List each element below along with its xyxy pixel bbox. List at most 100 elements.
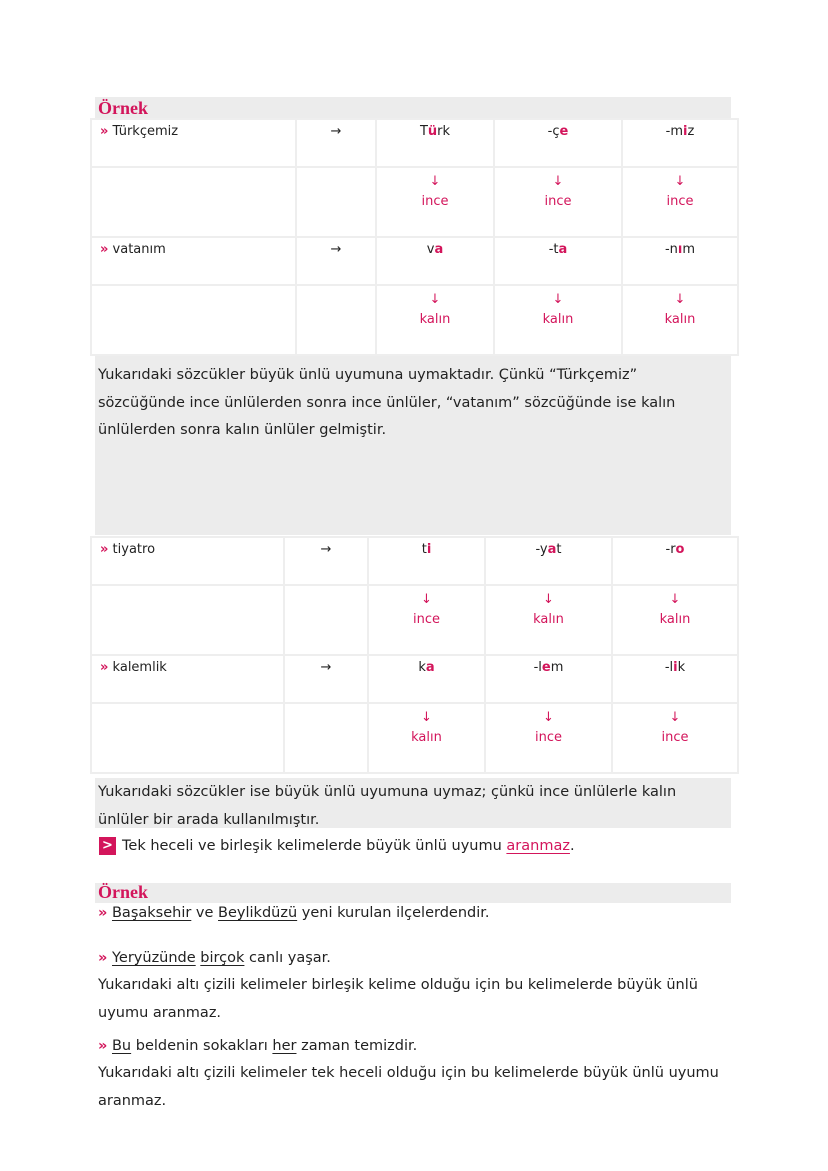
syllable-cell: va [375, 236, 495, 286]
vowel-type-cell: ↓ kalın [367, 702, 486, 774]
word-cell: » tiyatro [90, 536, 285, 586]
syllable-cell: -miz [621, 118, 739, 168]
arrow-right-icon: → [320, 660, 332, 675]
explanation-paragraph-3: Yukarıdaki altı çizili kelimeler birleşi… [98, 977, 698, 1021]
syllable-cell: -çe [493, 118, 623, 168]
bullet: » [100, 660, 109, 675]
vowel-type-cell: ↓ ince [367, 584, 486, 656]
word: kalemlik [112, 660, 167, 675]
syllable-vowel: o [675, 542, 685, 557]
explanation-paragraph-1: Yukarıdaki sözcükler büyük ünlü uyumuna … [98, 367, 676, 438]
syllable-prefix: k [418, 660, 426, 675]
syllable-vowel: e [541, 660, 551, 675]
vowel-type-row: ↓ kalın ↓ ince ↓ ince [90, 702, 739, 774]
syllable-cell: -lik [611, 654, 739, 704]
empty-cell [283, 702, 369, 774]
syllable-cell: ti [367, 536, 486, 586]
bullet: » [100, 542, 109, 557]
note-link-aranmaz: aranmaz [506, 838, 570, 854]
example-line-2: » Yeryüzünde birçok canlı yaşar. [98, 945, 728, 973]
arrow-cell: → [283, 654, 369, 704]
syllable-prefix: -r [665, 542, 676, 557]
example-heading: Örnek [98, 98, 149, 118]
syllable-table-2: » tiyatro → ti -yat -ro ↓ ince ↓ kalın ↓ kalın» ka… [90, 536, 739, 774]
syllable-suffix: m [682, 242, 696, 257]
syllable-vowel: a [425, 660, 435, 675]
vowel-type-cell: ↓ ince [621, 166, 739, 238]
word-cell: » Türkçemiz [90, 118, 297, 168]
syllable-table-1: » Türkçemiz → Türk -çe -miz ↓ ince ↓ ince ↓ ince» … [90, 118, 739, 356]
vowel-type-label: kalın [533, 612, 564, 627]
explanation-paragraph-4: Yukarıdaki altı çizili kelimeler tek hec… [98, 1065, 719, 1109]
text: beldenin sokakları [131, 1038, 273, 1054]
arrow-down-icon: ↓ [421, 710, 432, 725]
bullet: » [98, 950, 108, 966]
bullet: » [98, 1038, 108, 1054]
syllable-prefix: -ç [547, 124, 560, 139]
syllable-prefix: -l [533, 660, 542, 675]
syllable-vowel: a [547, 542, 557, 557]
word: vatanım [112, 242, 166, 257]
bullet: » [100, 124, 109, 139]
vowel-type-label: ince [661, 730, 689, 745]
syllable-cell: -lem [484, 654, 613, 704]
vowel-type-cell: ↓ kalın [375, 284, 495, 356]
vowel-type-cell: ↓ ince [484, 702, 613, 774]
syllable-prefix: -t [548, 242, 559, 257]
vowel-type-cell: ↓ kalın [621, 284, 739, 356]
arrow-cell: → [295, 236, 377, 286]
arrow-down-icon: ↓ [543, 710, 554, 725]
underlined-word: Bu [111, 1038, 132, 1054]
underlined-word: birçok [200, 950, 245, 966]
syllable-cell: Türk [375, 118, 495, 168]
note-end: . [569, 838, 575, 854]
empty-cell [295, 166, 377, 238]
bullet: » [98, 905, 108, 921]
empty-cell [90, 584, 285, 656]
explanation-paragraph-2: Yukarıdaki sözcükler ise büyük ünlü uyum… [98, 784, 677, 828]
word: tiyatro [112, 542, 156, 557]
syllable-suffix: rk [437, 124, 451, 139]
empty-cell [283, 584, 369, 656]
syllable-suffix: t [556, 542, 562, 557]
arrow-right-icon: → [330, 124, 342, 139]
syllable-vowel: i [673, 660, 678, 675]
syllable-vowel: a [434, 242, 444, 257]
empty-cell [295, 284, 377, 356]
syllable-prefix: T [419, 124, 428, 139]
syllable-prefix: -n [664, 242, 678, 257]
arrow-right-icon: → [320, 542, 332, 557]
syllable-cell: ka [367, 654, 486, 704]
arrow-down-icon: ↓ [669, 592, 681, 607]
word-row: » tiyatro → ti -yat -ro [90, 536, 739, 586]
arrow-cell: → [283, 536, 369, 586]
syllable-vowel: i [683, 124, 688, 139]
note-text: Tek heceli ve birleşik kelimelerde büyük… [122, 838, 507, 854]
word-row: » kalemlik → ka -lem -lik [90, 654, 739, 704]
arrow-down-icon: ↓ [669, 710, 681, 725]
empty-cell [90, 284, 297, 356]
syllable-vowel: ı [677, 242, 683, 257]
vowel-type-label: kalın [664, 312, 696, 327]
text: yeni kurulan ilçelerdendir. [297, 905, 490, 921]
word: Türkçemiz [112, 124, 179, 139]
example-heading-2: Örnek [98, 882, 149, 902]
arrow-down-icon: ↓ [543, 592, 554, 607]
example-heading-background [95, 883, 731, 903]
vowel-type-cell: ↓ ince [493, 166, 623, 238]
word-row: » Türkçemiz → Türk -çe -miz [90, 118, 739, 168]
arrow-cell: → [295, 118, 377, 168]
syllable-cell: -ro [611, 536, 739, 586]
vowel-type-row: ↓ kalın ↓ kalın ↓ kalın [90, 284, 739, 356]
syllable-suffix: z [687, 124, 695, 139]
syllable-suffix: k [677, 660, 686, 675]
vowel-type-label: ince [544, 194, 572, 209]
vowel-type-row: ↓ ince ↓ kalın ↓ kalın [90, 584, 739, 656]
note-line: > Tek heceli ve birleşik kelimelerde büyü… [99, 833, 729, 861]
vowel-type-label: kalın [419, 312, 451, 327]
syllable-vowel: e [559, 124, 569, 139]
arrow-down-icon: ↓ [552, 174, 564, 189]
syllable-prefix: t [421, 542, 427, 557]
arrow-down-icon: ↓ [674, 174, 686, 189]
